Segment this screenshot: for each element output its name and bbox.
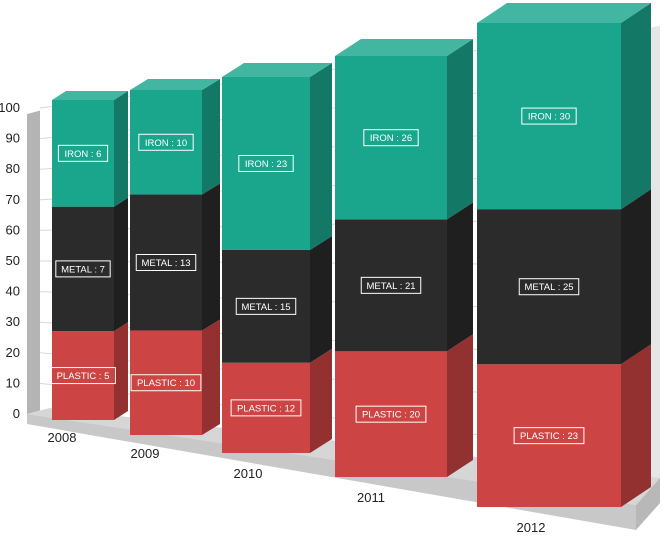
data-label-text: PLASTIC : 23 <box>520 431 578 442</box>
data-label-text: METAL : 21 <box>366 281 415 292</box>
data-label-text: IRON : 6 <box>65 149 102 160</box>
bar-side-plastic-2009 <box>202 319 220 435</box>
x-tick-label: 2012 <box>517 520 546 535</box>
data-label: IRON : 30 <box>521 107 577 125</box>
bar-segment-plastic-2008 <box>52 331 114 420</box>
data-label-text: PLASTIC : 10 <box>137 378 195 389</box>
bar-segment-iron-2012 <box>477 23 621 210</box>
data-label: METAL : 7 <box>55 260 111 278</box>
column-2010 <box>222 63 332 453</box>
bar-side-metal-2008 <box>114 197 128 332</box>
data-label: PLASTIC : 5 <box>50 367 116 385</box>
data-label-text: IRON : 10 <box>145 138 187 149</box>
bar-segment-plastic-2011 <box>335 351 447 477</box>
data-label-text: IRON : 30 <box>528 112 570 123</box>
data-label-text: METAL : 15 <box>241 302 290 313</box>
bar-top-2010 <box>222 63 332 77</box>
data-label: IRON : 6 <box>57 144 109 162</box>
data-label-text: METAL : 25 <box>524 282 573 293</box>
bar-side-metal-2010 <box>310 236 332 363</box>
column-2012 <box>477 3 651 507</box>
bar-side-iron-2011 <box>447 39 473 220</box>
bar-segment-iron-2009 <box>130 90 202 195</box>
y-tick-label: 30 <box>6 314 20 329</box>
bar-side-metal-2011 <box>447 202 473 352</box>
y-tick-label: 80 <box>6 161 20 176</box>
data-label: IRON : 26 <box>363 129 419 147</box>
x-tick-label: 2010 <box>234 466 263 481</box>
column-2011 <box>335 39 473 477</box>
y-tick-label: 70 <box>6 192 20 207</box>
bar-segment-metal-2011 <box>335 219 447 352</box>
bar-segment-iron-2011 <box>335 56 447 220</box>
bar-side-iron-2009 <box>202 79 220 195</box>
y-tick-label: 90 <box>6 131 20 146</box>
bar-side-metal-2009 <box>202 183 220 331</box>
bar-segment-metal-2008 <box>52 206 114 332</box>
y-tick-label: 50 <box>6 253 20 268</box>
chart-columns <box>52 3 651 507</box>
bar-segment-metal-2012 <box>477 209 621 365</box>
data-label: PLASTIC : 12 <box>230 399 302 417</box>
data-label-text: METAL : 7 <box>61 264 105 275</box>
data-label: METAL : 13 <box>135 254 197 271</box>
bar-side-plastic-2010 <box>310 348 332 453</box>
x-axis-tick-labels: 2008 2009 2010 2011 2012 <box>48 430 546 535</box>
data-label: IRON : 23 <box>238 154 294 172</box>
x-tick-label: 2008 <box>48 430 77 445</box>
bar-side-plastic-2008 <box>114 322 128 420</box>
data-label: PLASTIC : 20 <box>355 405 427 423</box>
data-label: PLASTIC : 23 <box>513 427 585 445</box>
data-label-text: PLASTIC : 5 <box>57 371 110 382</box>
y-tick-label: 100 <box>0 100 20 115</box>
bar-side-iron-2010 <box>310 63 332 250</box>
data-label-text: PLASTIC : 12 <box>237 403 295 414</box>
bar-top-2011 <box>335 39 473 56</box>
data-label-text: IRON : 23 <box>245 159 287 170</box>
y-axis-tick-labels: 0 10 20 30 40 50 60 70 80 90 100 <box>0 100 20 421</box>
bar-top-2009 <box>130 79 220 90</box>
x-tick-label: 2011 <box>357 490 385 505</box>
bar-segment-plastic-2009 <box>130 330 202 435</box>
bar-side-iron-2008 <box>114 91 128 207</box>
y-tick-label: 20 <box>6 345 20 360</box>
data-label: METAL : 25 <box>518 278 580 296</box>
data-label: METAL : 15 <box>235 297 297 315</box>
data-labels: PLASTIC : 5 METAL : 7 IRON : 6 PLASTIC : 10… <box>50 107 585 445</box>
data-label: IRON : 10 <box>138 133 194 151</box>
bar-side-plastic-2011 <box>447 334 473 477</box>
bar-top-2012 <box>477 3 651 23</box>
bar-top-2008 <box>52 91 128 100</box>
floor-side <box>636 478 660 530</box>
bar-segment-iron-2008 <box>52 100 114 207</box>
bar-side-plastic-2012 <box>621 344 651 507</box>
data-label-text: METAL : 13 <box>141 258 190 269</box>
x-tick-label: 2009 <box>131 446 160 461</box>
y-tick-label: 0 <box>13 406 20 421</box>
data-label: PLASTIC : 10 <box>130 374 202 392</box>
data-label-text: IRON : 26 <box>370 133 412 144</box>
data-label: METAL : 21 <box>360 276 422 294</box>
y-tick-label: 60 <box>6 222 20 237</box>
bar-segment-plastic-2010 <box>222 362 310 453</box>
y-tick-label: 10 <box>6 375 20 390</box>
bar-side-metal-2012 <box>621 189 651 365</box>
y-tick-label: 40 <box>6 284 20 299</box>
bar-side-iron-2012 <box>621 3 651 210</box>
bar-segment-metal-2009 <box>130 194 202 331</box>
column-2009 <box>130 79 220 435</box>
column-2008 <box>52 91 128 420</box>
bar-segment-iron-2010 <box>222 77 310 250</box>
data-label-text: PLASTIC : 20 <box>362 410 420 421</box>
bar-segment-plastic-2012 <box>477 364 621 507</box>
